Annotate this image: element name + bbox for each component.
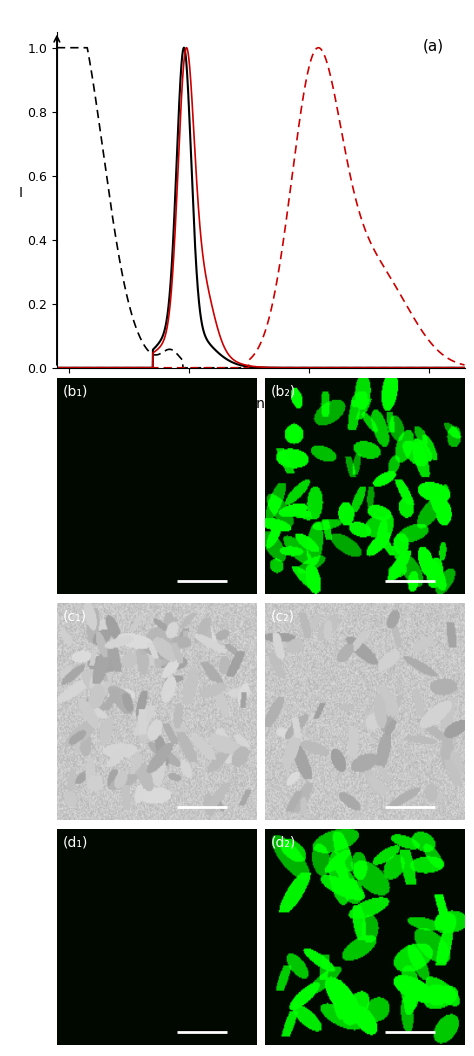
Text: (b₂): (b₂)	[271, 384, 296, 398]
Text: (d₂): (d₂)	[271, 836, 296, 850]
Text: (c₂): (c₂)	[271, 610, 295, 624]
Text: (b₁): (b₁)	[63, 384, 88, 398]
Text: (d₁): (d₁)	[63, 836, 88, 850]
Text: (a): (a)	[423, 38, 444, 54]
X-axis label: λ (nm): λ (nm)	[238, 396, 283, 410]
Y-axis label: I: I	[18, 186, 22, 200]
Text: (c₁): (c₁)	[63, 610, 87, 624]
